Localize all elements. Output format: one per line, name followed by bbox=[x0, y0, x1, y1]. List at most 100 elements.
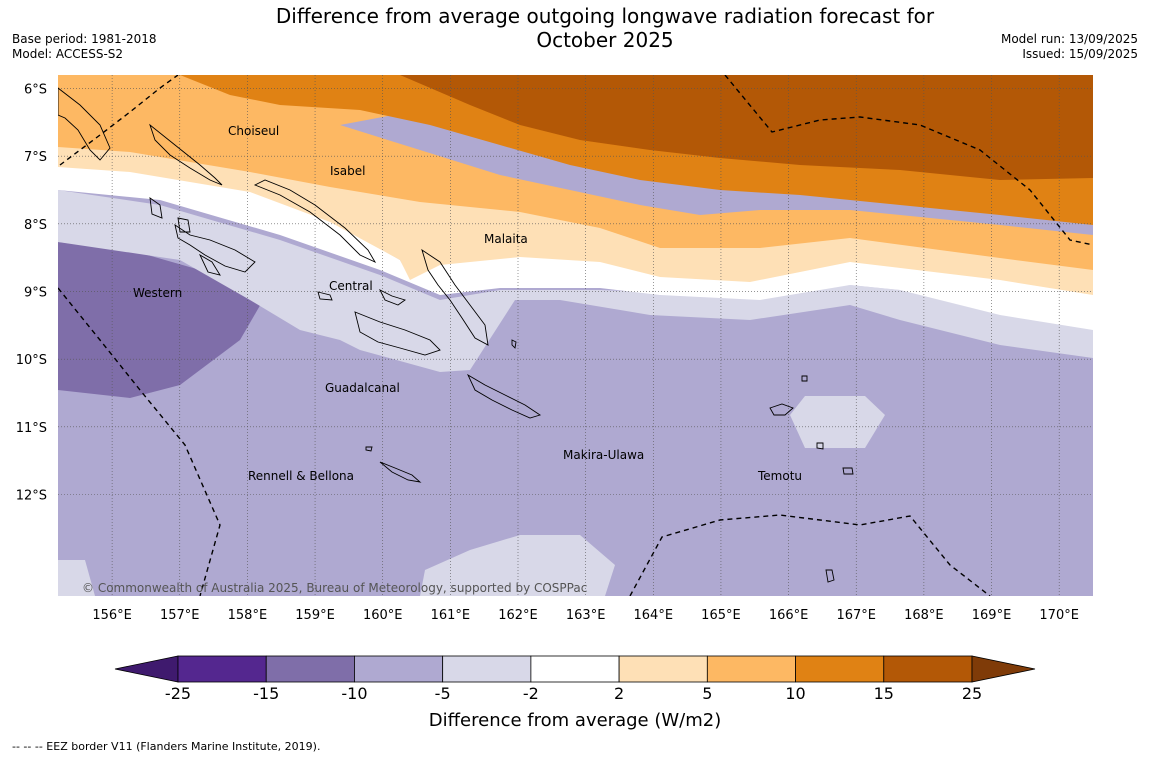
colorbar-segment bbox=[618, 655, 708, 683]
label-western: Western bbox=[133, 286, 182, 300]
lon-tick-label: 156°E bbox=[92, 608, 132, 623]
patch-minus5-to-minus2-south bbox=[420, 535, 615, 596]
label-makira-ulawa: Makira-Ulawa bbox=[563, 448, 644, 462]
tikopia-island bbox=[842, 467, 854, 475]
lon-tick-label: 158°E bbox=[228, 608, 268, 623]
eez-border-south-east bbox=[629, 514, 991, 596]
colorbar-upper-extend bbox=[971, 655, 1036, 683]
bougainville-island bbox=[58, 87, 111, 161]
province-labels: Choiseul Isabel Malaita Central Western … bbox=[133, 124, 802, 483]
lon-tick-label: 157°E bbox=[160, 608, 200, 623]
ulawa-island bbox=[511, 339, 517, 349]
model-run: Model run: 13/09/2025 bbox=[1000, 32, 1138, 46]
makira-island bbox=[466, 373, 542, 419]
colorbar-segment bbox=[354, 655, 444, 683]
copyright-text: © Commonwealth of Australia 2025, Bureau… bbox=[82, 581, 587, 595]
lon-tick-label: 168°E bbox=[904, 608, 944, 623]
eez-border-north-east bbox=[724, 75, 1093, 246]
label-choiseul: Choiseul bbox=[228, 124, 279, 138]
malaita-island bbox=[421, 248, 489, 346]
santa-cruz-island bbox=[769, 403, 794, 416]
colorbar-segment bbox=[883, 655, 973, 683]
issued-date: Issued: 15/09/2025 bbox=[1022, 47, 1138, 61]
label-rennell-bellona: Rennell & Bellona bbox=[248, 469, 354, 483]
colorbar-tick-label: 2 bbox=[614, 684, 625, 703]
latitude-tick-labels: 6°S 7°S 8°S 9°S 10°S 11°S 12°S bbox=[16, 83, 47, 504]
colorbar-title: Difference from average (W/m2) bbox=[428, 710, 722, 731]
russell-islands bbox=[317, 291, 333, 301]
lat-tick-label: 8°S bbox=[24, 218, 47, 233]
lon-tick-label: 165°E bbox=[701, 608, 741, 623]
title-line-1: Difference from average outgoing longwav… bbox=[275, 4, 935, 28]
patch-minus5-to-minus2-sw bbox=[58, 560, 95, 596]
anuta-island bbox=[825, 569, 835, 583]
meta-left: Base period: 1981-2018 Model: ACCESS-S2 bbox=[12, 32, 157, 62]
florida-islands bbox=[378, 288, 407, 306]
label-guadalcanal: Guadalcanal bbox=[325, 381, 400, 395]
label-central: Central bbox=[329, 279, 373, 293]
lat-tick-label: 10°S bbox=[16, 353, 47, 368]
band-minus2-to-2 bbox=[58, 165, 1093, 330]
lon-tick-label: 167°E bbox=[836, 608, 876, 623]
band-2-to-5 bbox=[58, 145, 1093, 295]
band-5-to-10 bbox=[58, 75, 1093, 270]
label-temotu: Temotu bbox=[757, 469, 802, 483]
colorbar-segment bbox=[795, 655, 885, 683]
lon-tick-label: 159°E bbox=[295, 608, 335, 623]
colorbar-tick-label: 5 bbox=[702, 684, 713, 703]
meta-right: Model run: 13/09/2025 Issued: 15/09/2025 bbox=[1001, 32, 1138, 62]
new-georgia-islands bbox=[174, 223, 256, 273]
colorbar-tick-label: -2 bbox=[522, 684, 539, 703]
colorbar bbox=[114, 655, 1036, 683]
vanikoro-island bbox=[816, 442, 824, 450]
band-15-to-25 bbox=[400, 75, 1093, 180]
lat-tick-label: 11°S bbox=[16, 421, 47, 436]
reef-islands bbox=[801, 375, 808, 382]
vella-lavella bbox=[149, 197, 163, 219]
colorbar-tick-label: -5 bbox=[434, 684, 451, 703]
lon-tick-label: 160°E bbox=[363, 608, 403, 623]
band-minus5-to-minus2-north bbox=[58, 190, 1093, 372]
lon-tick-label: 161°E bbox=[431, 608, 471, 623]
lon-tick-label: 164°E bbox=[634, 608, 674, 623]
colorbar-tick-label: -15 bbox=[253, 684, 280, 703]
lon-tick-label: 162°E bbox=[498, 608, 538, 623]
colorbar-segment bbox=[177, 655, 267, 683]
map-plot-area: © Commonwealth of Australia 2025, Bureau… bbox=[58, 75, 1093, 596]
rendova bbox=[198, 253, 221, 276]
base-period: Base period: 1981-2018 bbox=[12, 32, 157, 46]
colorbar-lower-extend bbox=[114, 655, 179, 683]
eez-footnote: -- -- -- EEZ border V11 (Flanders Marine… bbox=[12, 740, 321, 753]
colorbar-segment bbox=[530, 655, 620, 683]
colorbar-segment bbox=[442, 655, 532, 683]
chart-title: Difference from average outgoing longwav… bbox=[180, 4, 1030, 52]
lat-tick-label: 9°S bbox=[24, 286, 47, 301]
colorbar-segment bbox=[706, 655, 796, 683]
colorbar-tick-label: 15 bbox=[873, 684, 894, 703]
colorbar-tick-label: 25 bbox=[961, 684, 983, 703]
lon-tick-label: 169°E bbox=[972, 608, 1012, 623]
title-line-2: October 2025 bbox=[536, 28, 674, 52]
longitude-tick-labels: 156°E 157°E 158°E 159°E 160°E 161°E 162°E 163°E… bbox=[92, 608, 1079, 623]
colorbar-tick-label: -25 bbox=[164, 684, 192, 703]
guadalcanal-island bbox=[354, 311, 441, 356]
lat-tick-label: 6°S bbox=[24, 83, 47, 98]
eez-border-west bbox=[58, 287, 221, 596]
bellona-island bbox=[365, 446, 373, 452]
colorbar-tick-label: 10 bbox=[785, 684, 806, 703]
lat-tick-label: 12°S bbox=[16, 489, 47, 504]
colorbar-tick-label: -10 bbox=[341, 684, 368, 703]
model-name: Model: ACCESS-S2 bbox=[12, 47, 124, 61]
colorbar-segment bbox=[265, 655, 355, 683]
lon-tick-label: 166°E bbox=[769, 608, 809, 623]
label-malaita: Malaita bbox=[484, 232, 528, 246]
kolombangara bbox=[177, 217, 191, 233]
islands bbox=[58, 87, 854, 583]
rennell-island bbox=[379, 461, 422, 483]
patch-minus5-to-minus2-temotu bbox=[790, 396, 885, 448]
lon-tick-label: 163°E bbox=[566, 608, 606, 623]
label-isabel: Isabel bbox=[330, 164, 365, 178]
eez-borders bbox=[58, 75, 1093, 596]
choiseul-island bbox=[149, 123, 223, 186]
